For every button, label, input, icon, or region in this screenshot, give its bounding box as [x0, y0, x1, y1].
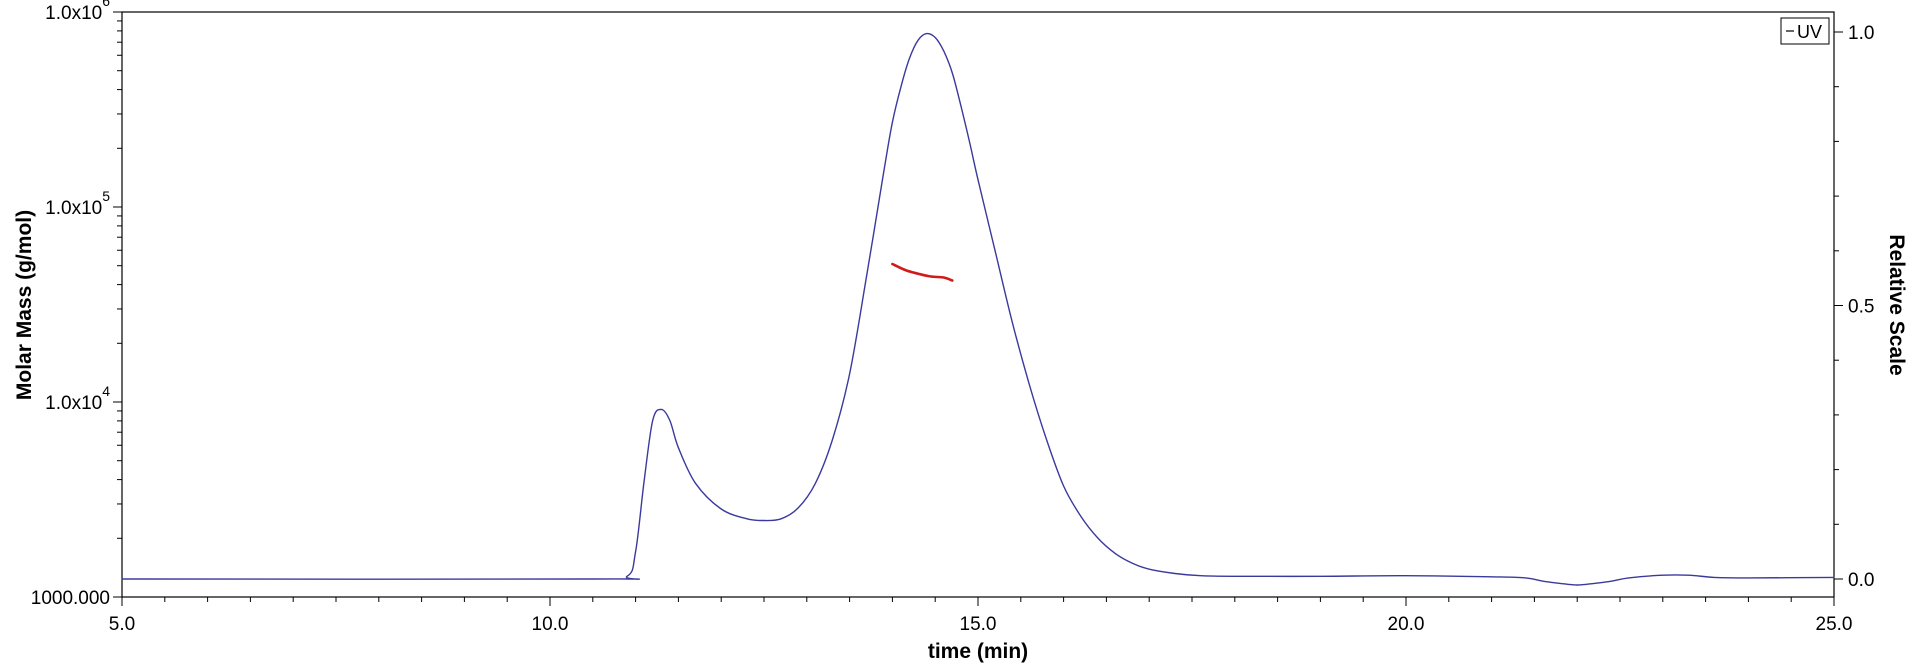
y-left-tick-exponent: 4: [102, 383, 110, 399]
molar-mass-series-line: [891, 262, 954, 282]
y-left-tick-label: 1000.000: [31, 588, 110, 609]
y-left-tick-label: 1.0x104: [45, 383, 110, 414]
legend-box: [1780, 17, 1830, 45]
y-left-tick-label: 1.0x105: [45, 188, 110, 219]
right-y-axis-title: Relative Scale: [1885, 234, 1908, 375]
x-tick-label: 5.0: [109, 614, 135, 635]
plot-frame: [121, 11, 1835, 598]
x-tick-label: 10.0: [532, 614, 569, 635]
y-left-tick-exponent: 6: [102, 0, 110, 9]
series-layer: [121, 32, 1835, 586]
right-y-axis: 0.0 0.5 1.0: [1834, 23, 1874, 591]
x-tick-label: 15.0: [960, 614, 997, 635]
x-axis: 5.0 10.0 15.0 20.0 25.0: [109, 597, 1853, 635]
y-right-tick-label: 0.0: [1848, 570, 1874, 591]
left-y-axis: 1000.000 1.0x104 1.0x105 1.0x106: [31, 0, 122, 609]
x-tick-label: 25.0: [1816, 614, 1853, 635]
legend-entry-uv: UV: [1797, 22, 1822, 42]
y-left-tick-exponent: 5: [102, 188, 110, 204]
legend: UV: [1780, 17, 1830, 45]
uv-series-line: [121, 32, 1835, 586]
x-axis-title: time (min): [928, 640, 1028, 663]
left-y-axis-title: Molar Mass (g/mol): [13, 210, 36, 400]
y-left-tick-label: 1.0x106: [45, 0, 110, 24]
x-tick-label: 20.0: [1388, 614, 1425, 635]
y-right-tick-label: 0.5: [1848, 297, 1874, 318]
y-right-tick-label: 1.0: [1848, 23, 1874, 44]
